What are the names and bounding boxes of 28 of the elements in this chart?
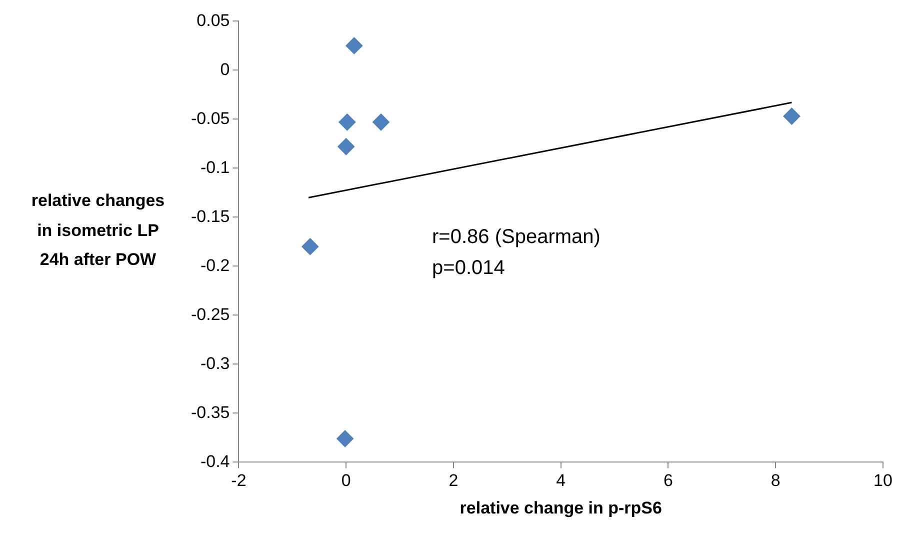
x-tick-label: -2 <box>231 471 246 490</box>
point <box>372 114 390 131</box>
y-tick-label: -0.2 <box>200 256 230 275</box>
x-tick-label: 8 <box>770 471 780 490</box>
y-tick-label: 0 <box>220 60 230 79</box>
point <box>338 114 356 131</box>
x-tick-label: 6 <box>664 471 673 490</box>
y-tick-label: -0.15 <box>191 206 230 226</box>
y-tick-label: -0.05 <box>191 108 230 128</box>
point <box>302 238 319 256</box>
y-tick-label: -0.4 <box>200 452 230 471</box>
y-tick-label: -0.1 <box>200 158 230 177</box>
y-tick-label: 0.05 <box>196 10 230 30</box>
x-tick-label: 2 <box>448 471 458 490</box>
y-tick-label: -0.25 <box>191 304 230 324</box>
x-tick-label: 10 <box>874 471 892 490</box>
annotation: p=0.014 <box>432 256 505 279</box>
y-tick-label: -0.3 <box>200 354 230 373</box>
y-axis-title: relative changes in isometric LP 24h after POW <box>30 190 166 272</box>
point <box>338 138 355 156</box>
x-tick-label: 0 <box>341 471 351 490</box>
point <box>783 108 800 125</box>
x-axis-title: relative change in p-rpS6 <box>460 498 662 518</box>
x-tick-label: 4 <box>556 471 566 490</box>
annotation: r=0.86 (Spearman) <box>432 226 600 248</box>
point <box>336 430 354 448</box>
y-tick-label: -0.35 <box>191 402 230 422</box>
point <box>346 37 363 54</box>
